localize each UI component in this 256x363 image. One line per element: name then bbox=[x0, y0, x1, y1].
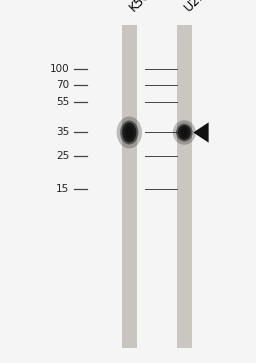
Text: 55: 55 bbox=[56, 97, 69, 107]
Ellipse shape bbox=[122, 123, 136, 142]
Text: 35: 35 bbox=[56, 127, 69, 138]
Ellipse shape bbox=[181, 127, 188, 138]
Text: U251: U251 bbox=[182, 0, 214, 15]
Text: K562: K562 bbox=[127, 0, 158, 15]
Ellipse shape bbox=[117, 117, 142, 148]
Ellipse shape bbox=[176, 123, 193, 142]
Text: 25: 25 bbox=[56, 151, 69, 161]
Bar bbox=[122, 25, 137, 348]
Text: 70: 70 bbox=[56, 80, 69, 90]
Bar bbox=[177, 25, 192, 348]
Ellipse shape bbox=[178, 125, 191, 140]
Text: 15: 15 bbox=[56, 184, 69, 194]
Polygon shape bbox=[193, 122, 209, 143]
Ellipse shape bbox=[120, 121, 138, 144]
Ellipse shape bbox=[173, 120, 196, 145]
Ellipse shape bbox=[125, 126, 134, 139]
Text: 100: 100 bbox=[49, 64, 69, 74]
